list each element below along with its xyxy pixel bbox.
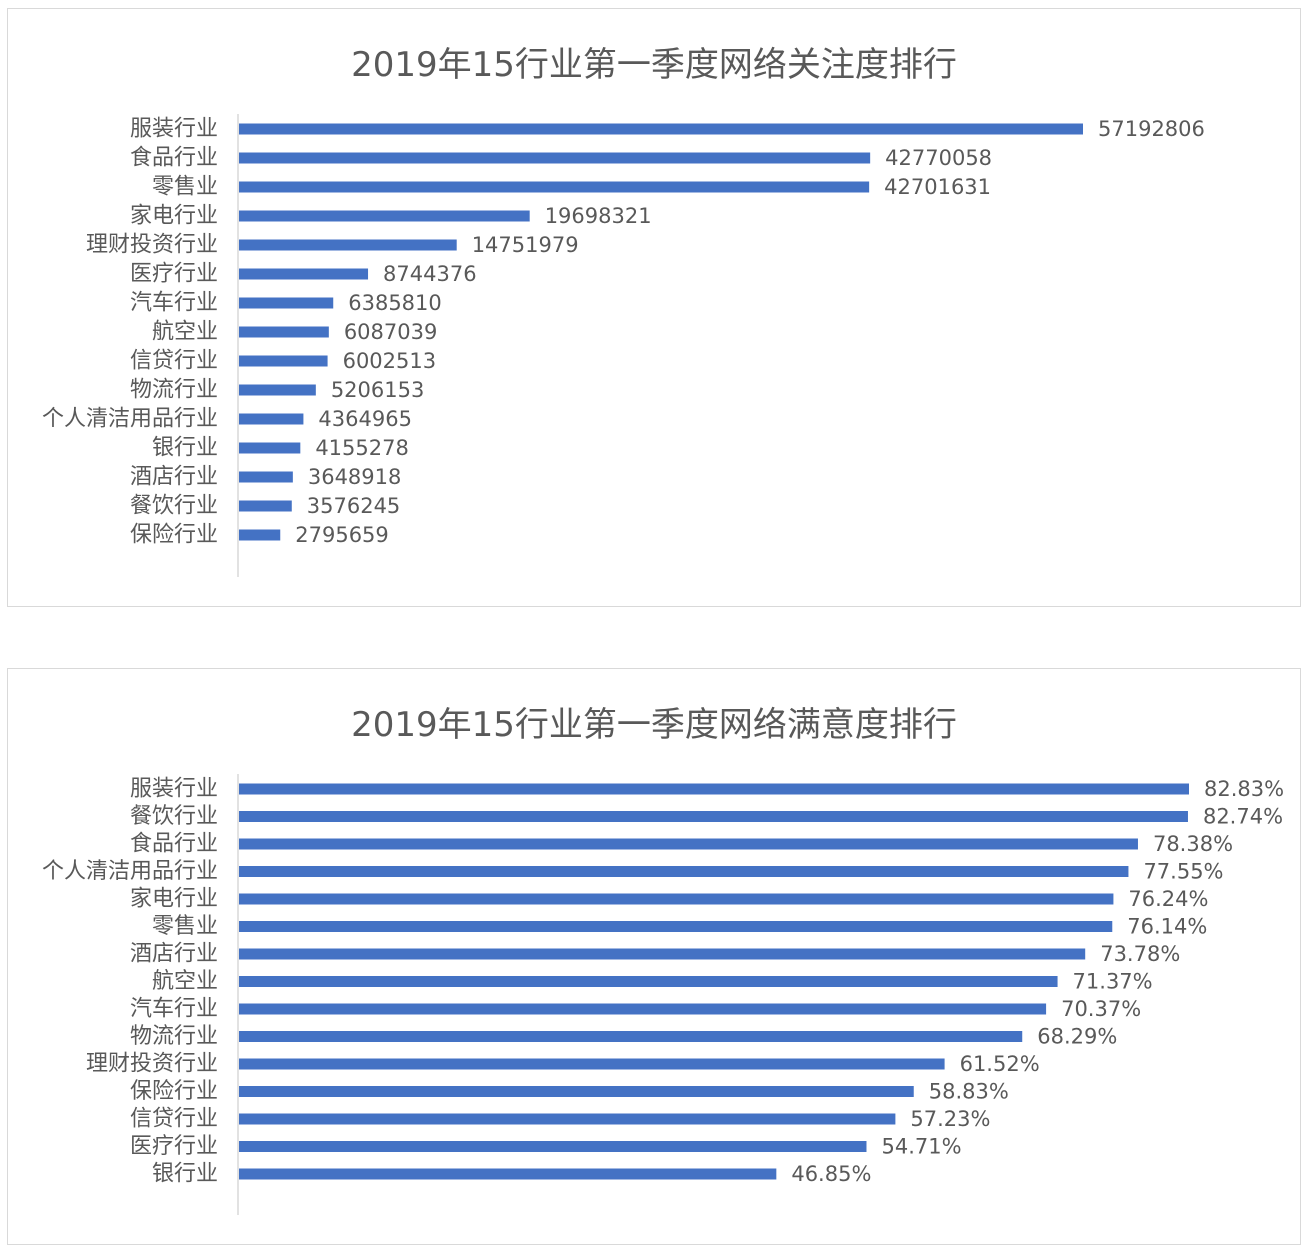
satisfaction-data-label: 77.55%	[1143, 860, 1223, 884]
attention-category-label: 食品行业	[130, 146, 218, 171]
attention-category-label: 理财投资行业	[86, 233, 218, 258]
attention-category-label: 保险行业	[130, 523, 218, 548]
satisfaction-data-label: 46.85%	[791, 1162, 871, 1186]
satisfaction-bar	[239, 866, 1129, 877]
attention-data-label: 4364965	[318, 407, 412, 431]
attention-bar	[239, 326, 329, 338]
satisfaction-data-label: 57.23%	[910, 1107, 990, 1131]
attention-data-label: 42701631	[884, 175, 991, 199]
attention-chart-title: 2019年15行业第一季度网络关注度排行	[351, 45, 957, 85]
satisfaction-bar	[239, 1113, 896, 1125]
satisfaction-bar	[239, 1003, 1047, 1015]
satisfaction-category-label: 食品行业	[130, 832, 218, 857]
attention-bar	[239, 442, 301, 454]
satisfaction-category-label: 汽车行业	[130, 997, 218, 1022]
attention-data-label: 5206153	[331, 378, 425, 402]
satisfaction-category-label: 信贷行业	[130, 1107, 218, 1132]
satisfaction-category-label: 酒店行业	[130, 942, 218, 967]
attention-data-label: 14751979	[472, 233, 579, 257]
attention-bar	[239, 181, 870, 193]
attention-data-label: 19698321	[545, 204, 652, 228]
satisfaction-bar	[239, 893, 1114, 905]
attention-bar	[239, 239, 457, 251]
satisfaction-data-label: 82.74%	[1203, 805, 1283, 829]
attention-bar	[239, 297, 334, 309]
satisfaction-bar	[239, 976, 1058, 987]
satisfaction-category-label: 餐饮行业	[130, 804, 218, 829]
attention-data-label: 6385810	[348, 291, 442, 315]
satisfaction-chart-panel: 2019年15行业第一季度网络满意度排行 服装行业 82.83% 餐饮行业 82.74…	[7, 668, 1301, 1245]
attention-data-label: 3576245	[307, 494, 401, 518]
satisfaction-data-label: 73.78%	[1100, 942, 1180, 966]
satisfaction-data-label: 68.29%	[1037, 1025, 1117, 1049]
attention-bar	[239, 471, 293, 483]
attention-category-label: 物流行业	[130, 378, 218, 403]
satisfaction-data-label: 58.83%	[929, 1080, 1009, 1104]
satisfaction-category-label: 理财投资行业	[86, 1052, 218, 1077]
satisfaction-bar	[239, 1031, 1023, 1042]
attention-bar	[239, 210, 530, 222]
satisfaction-chart-title: 2019年15行业第一季度网络满意度排行	[351, 705, 957, 745]
attention-bar	[239, 413, 304, 425]
attention-data-label: 2795659	[295, 523, 389, 547]
satisfaction-category-label: 家电行业	[130, 887, 218, 912]
attention-bar	[239, 152, 871, 164]
satisfaction-category-label: 零售业	[152, 914, 218, 939]
satisfaction-bar-chart: 服装行业 82.83% 餐饮行业 82.74% 食品行业 78.38% 个人清洁用品行业 77…	[42, 774, 1284, 1215]
attention-category-label: 信贷行业	[130, 349, 218, 374]
attention-category-label: 银行业	[152, 436, 218, 461]
attention-bar	[239, 268, 369, 280]
satisfaction-bar	[239, 1141, 867, 1152]
attention-category-label: 服装行业	[130, 117, 218, 142]
satisfaction-bar	[239, 811, 1188, 822]
attention-category-label: 航空业	[152, 320, 218, 345]
attention-bar	[239, 500, 292, 512]
attention-chart-panel: 2019年15行业第一季度网络关注度排行 服装行业 57192806 食品行业 427…	[7, 8, 1301, 607]
attention-bar	[239, 123, 1083, 135]
satisfaction-data-label: 61.52%	[960, 1052, 1040, 1076]
satisfaction-data-label: 76.24%	[1128, 887, 1208, 911]
satisfaction-bar	[239, 783, 1189, 795]
attention-bar-chart: 服装行业 57192806 食品行业 42770058 零售业 42701631 家电行业 1…	[42, 114, 1205, 577]
attention-category-label: 家电行业	[130, 204, 218, 229]
attention-bar	[239, 355, 328, 367]
satisfaction-data-label: 70.37%	[1061, 997, 1141, 1021]
attention-data-label: 3648918	[308, 465, 402, 489]
attention-data-label: 57192806	[1098, 117, 1205, 141]
satisfaction-bar	[239, 838, 1138, 850]
satisfaction-category-label: 保险行业	[130, 1079, 218, 1104]
satisfaction-category-label: 银行业	[152, 1162, 218, 1187]
satisfaction-bar	[239, 921, 1113, 932]
attention-bar	[239, 529, 281, 541]
satisfaction-data-label: 54.71%	[881, 1135, 961, 1159]
satisfaction-data-label: 78.38%	[1153, 832, 1233, 856]
attention-data-label: 42770058	[885, 146, 992, 170]
attention-category-label: 餐饮行业	[130, 494, 218, 519]
satisfaction-bar	[239, 948, 1086, 960]
attention-category-label: 酒店行业	[130, 465, 218, 490]
satisfaction-category-label: 物流行业	[130, 1024, 218, 1049]
attention-data-label: 4155278	[315, 436, 409, 460]
satisfaction-category-label: 航空业	[152, 969, 218, 994]
satisfaction-category-label: 医疗行业	[130, 1134, 218, 1159]
attention-category-label: 零售业	[152, 175, 218, 200]
attention-category-label: 汽车行业	[130, 291, 218, 316]
satisfaction-bar	[239, 1058, 945, 1070]
satisfaction-data-label: 76.14%	[1127, 915, 1207, 939]
attention-data-label: 6087039	[344, 320, 438, 344]
satisfaction-bar	[239, 1086, 914, 1097]
attention-category-label: 个人清洁用品行业	[42, 407, 218, 432]
satisfaction-data-label: 71.37%	[1073, 970, 1153, 994]
satisfaction-category-label: 个人清洁用品行业	[42, 859, 218, 884]
attention-bar	[239, 384, 316, 396]
satisfaction-bar	[239, 1168, 777, 1180]
attention-data-label: 8744376	[383, 262, 477, 286]
attention-category-label: 医疗行业	[130, 262, 218, 287]
satisfaction-data-label: 82.83%	[1204, 777, 1284, 801]
satisfaction-category-label: 服装行业	[130, 777, 218, 802]
attention-data-label: 6002513	[343, 349, 437, 373]
